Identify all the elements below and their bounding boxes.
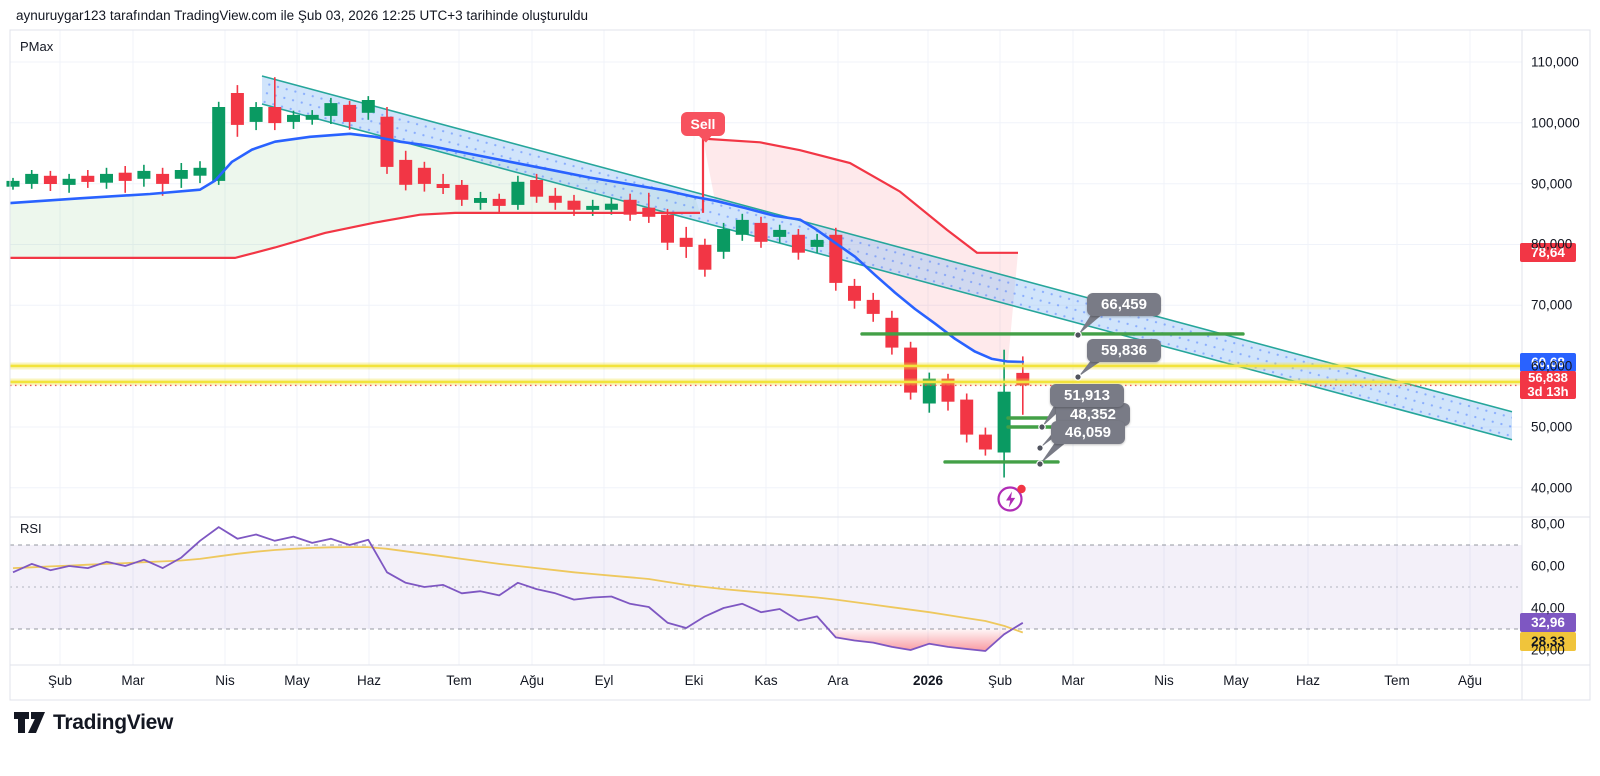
price-tick-label: 80,000 [1531, 236, 1573, 252]
drawing-anchor-dot[interactable] [1074, 331, 1082, 339]
axis-label-rsi-value[interactable]: 32,96 [1520, 613, 1576, 632]
price-tick-label: 40,000 [1531, 480, 1573, 496]
attribution-text: aynuruygar123 tarafından TradingView.com… [16, 8, 588, 23]
indicator-label-pmax[interactable]: PMax [20, 39, 54, 54]
callout-tail [1040, 441, 1068, 464]
tradingview-logo[interactable]: TradingView [14, 710, 173, 735]
price-callout-46059[interactable]: 46,059 [1051, 421, 1125, 444]
price-tick-label: 100,000 [1531, 115, 1580, 131]
sell-marker-tail [697, 134, 713, 143]
rsi-tick-label: 80,00 [1531, 516, 1565, 532]
bar-countdown: 3d 13h [1527, 384, 1569, 400]
drawing-anchor-dot[interactable] [1074, 373, 1082, 381]
time-tick-label: May [1223, 673, 1249, 688]
time-tick-label: Eki [684, 673, 704, 688]
price-tick-label: 70,000 [1531, 297, 1573, 313]
pmax-stop-line-up [702, 137, 1018, 254]
time-tick-label: Şub [47, 673, 73, 688]
rsi-tick-label: 20,00 [1531, 642, 1565, 658]
rsi-line [12, 526, 1024, 652]
flash-idea-icon[interactable] [996, 482, 1028, 514]
time-tick-label: Tem [1384, 673, 1410, 688]
time-tick-label: Mar [1061, 673, 1085, 688]
price-callout-66459[interactable]: 66,459 [1087, 293, 1161, 316]
time-tick-label: 2026 [912, 673, 944, 688]
axis-label-ma-price[interactable]: 60,68 [1520, 352, 1576, 372]
time-tick-label: Ağu [1457, 673, 1483, 688]
price-tick-label: 60,000 [1531, 358, 1573, 374]
time-tick-label: Kas [754, 673, 778, 688]
axis-label-current-price[interactable]: 56,838 3d 13h [1520, 370, 1576, 400]
current-price-value: 56,838 [1528, 370, 1568, 386]
axis-label-stop-price[interactable]: 78,64 [1520, 243, 1576, 263]
price-tick-label: 110,000 [1531, 54, 1579, 70]
time-tick-label: Ara [827, 673, 849, 688]
rsi-tick-label: 40,00 [1531, 600, 1565, 616]
drawing-anchor-dot[interactable] [1036, 460, 1044, 468]
price-callout-59836[interactable]: 59,836 [1087, 339, 1161, 362]
sell-signal-marker: Sell [681, 112, 725, 136]
tradingview-logo-text: TradingView [53, 710, 174, 734]
callout-tail [1078, 359, 1104, 377]
drawing-anchor-dot[interactable] [1036, 444, 1044, 452]
price-tick-label: 50,000 [1531, 419, 1573, 435]
time-tick-label: Nis [215, 673, 235, 688]
time-tick-label: Tem [446, 673, 472, 688]
time-tick-label: Haz [1295, 673, 1321, 688]
indicator-label-rsi[interactable]: RSI [20, 521, 42, 536]
parallel-channel-drawing[interactable] [261, 75, 1513, 441]
time-tick-label: Eyl [594, 673, 614, 688]
rsi-ma-line [12, 546, 1024, 634]
candlesticks [6, 77, 1030, 478]
drawing-anchor-dot[interactable] [1038, 423, 1046, 431]
price-callout-48352[interactable]: 48,352 [1056, 403, 1130, 426]
time-tick-label: Ağu [519, 673, 545, 688]
pmax-ma-line [9, 132, 1025, 364]
tradingview-logo-mark [14, 712, 45, 733]
time-tick-label: May [284, 673, 310, 688]
time-tick-label: Haz [356, 673, 382, 688]
price-tick-label: 90,000 [1531, 176, 1573, 192]
axis-label-rsi-ma-value[interactable]: 28,33 [1520, 632, 1576, 651]
time-tick-label: Şub [987, 673, 1013, 688]
callout-tail [1078, 313, 1104, 335]
time-tick-label: Mar [121, 673, 145, 688]
rsi-tick-label: 60,00 [1531, 558, 1565, 574]
time-tick-label: Nis [1154, 673, 1174, 688]
price-callout-51913[interactable]: 51,913 [1050, 384, 1124, 407]
pmax-bull-fill [10, 133, 700, 258]
rsi-oversold-fill [828, 629, 1013, 651]
pmax-stop-line-down [10, 211, 700, 259]
